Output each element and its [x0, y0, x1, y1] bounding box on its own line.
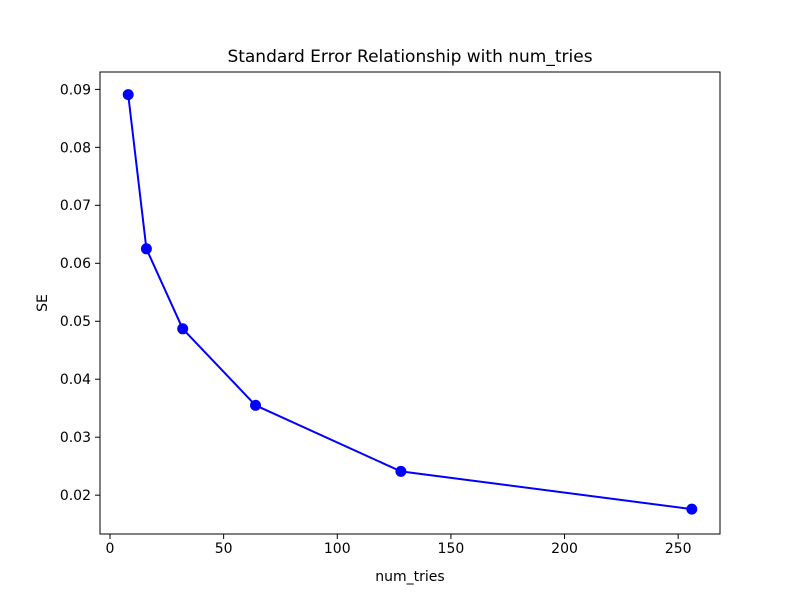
- x-tick-label: 200: [551, 541, 578, 557]
- y-tick-label: 0.09: [60, 82, 91, 98]
- y-tick-label: 0.08: [60, 140, 91, 156]
- x-axis-label: num_tries: [375, 569, 444, 585]
- data-point-marker: [122, 89, 134, 101]
- chart-title: Standard Error Relationship with num_tri…: [227, 47, 592, 67]
- data-point-marker: [140, 243, 152, 255]
- x-tick-label: 50: [215, 541, 233, 557]
- x-tick-label: 0: [106, 541, 115, 557]
- data-point-marker: [177, 323, 189, 335]
- x-axis-ticks: 0 50 100 150 200 250: [106, 534, 692, 557]
- y-tick-label: 0.04: [60, 372, 91, 388]
- y-tick-label: 0.07: [60, 198, 91, 214]
- data-point-marker: [395, 465, 407, 477]
- plot-area: [100, 72, 720, 534]
- y-tick-label: 0.02: [60, 488, 91, 504]
- plot-area-border: [99, 71, 721, 535]
- y-tick-label: 0.06: [60, 256, 91, 272]
- se-line-series: [122, 89, 698, 515]
- data-point-marker: [250, 399, 261, 411]
- x-tick-label: 150: [438, 541, 465, 557]
- data-point-marker: [686, 503, 698, 515]
- x-tick-label: 250: [665, 541, 692, 557]
- x-tick-label: 100: [324, 541, 351, 557]
- y-axis-label: SE: [35, 294, 51, 312]
- y-tick-label: 0.05: [60, 314, 91, 330]
- y-tick-label: 0.03: [60, 430, 91, 446]
- series-line: [127, 93, 693, 511]
- y-axis-ticks: 0.02 0.03 0.04 0.05 0.06 0.07 0.08 0.09: [60, 82, 100, 504]
